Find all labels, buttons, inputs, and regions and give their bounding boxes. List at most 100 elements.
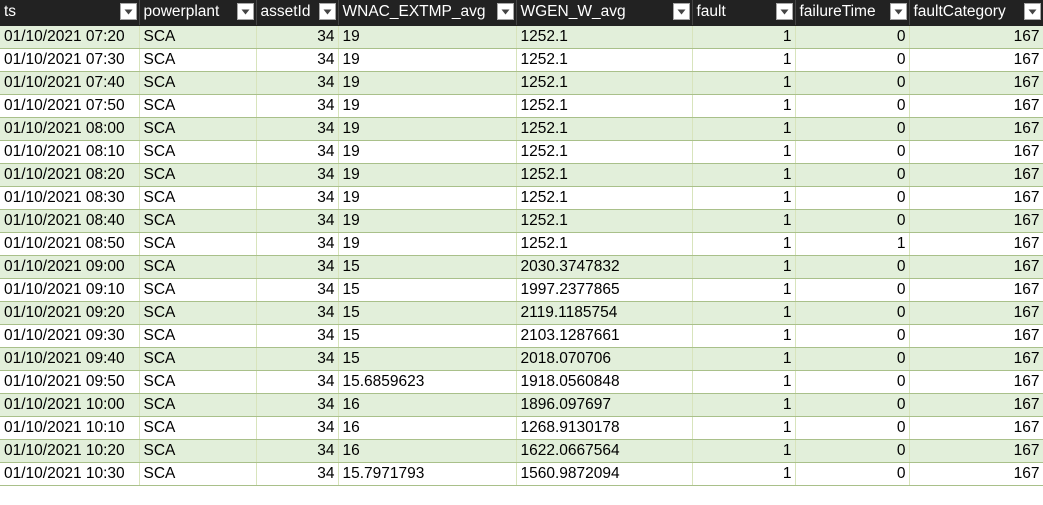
cell-wgen[interactable]: 2030.3747832 xyxy=(516,255,693,279)
cell-assetId[interactable]: 34 xyxy=(256,209,339,233)
cell-powerplant[interactable]: SCA xyxy=(139,439,257,463)
cell-powerplant[interactable]: SCA xyxy=(139,278,257,302)
column-header-wnac[interactable]: WNAC_EXTMP_avg xyxy=(338,0,517,26)
column-header-wgen[interactable]: WGEN_W_avg xyxy=(516,0,693,26)
cell-powerplant[interactable]: SCA xyxy=(139,370,257,394)
cell-wnac[interactable]: 19 xyxy=(338,25,517,49)
cell-wnac[interactable]: 19 xyxy=(338,163,517,187)
column-header-powerplant[interactable]: powerplant xyxy=(139,0,257,26)
cell-faultCategory[interactable]: 167 xyxy=(909,324,1043,348)
cell-ts[interactable]: 01/10/2021 10:20 xyxy=(0,439,140,463)
cell-failureTime[interactable]: 0 xyxy=(795,278,910,302)
cell-ts[interactable]: 01/10/2021 10:10 xyxy=(0,416,140,440)
cell-fault[interactable]: 1 xyxy=(692,71,796,95)
cell-wnac[interactable]: 15 xyxy=(338,301,517,325)
cell-assetId[interactable]: 34 xyxy=(256,393,339,417)
cell-wnac[interactable]: 19 xyxy=(338,94,517,118)
cell-wgen[interactable]: 1252.1 xyxy=(516,94,693,118)
cell-faultCategory[interactable]: 167 xyxy=(909,140,1043,164)
cell-ts[interactable]: 01/10/2021 09:40 xyxy=(0,347,140,371)
cell-fault[interactable]: 1 xyxy=(692,462,796,486)
column-header-assetId[interactable]: assetId xyxy=(256,0,339,26)
cell-wgen[interactable]: 1997.2377865 xyxy=(516,278,693,302)
table-row[interactable]: 01/10/2021 10:30 SCA 34 15.7971793 1560.9872… xyxy=(0,462,1043,486)
cell-assetId[interactable]: 34 xyxy=(256,48,339,72)
cell-powerplant[interactable]: SCA xyxy=(139,25,257,49)
filter-dropdown-button[interactable] xyxy=(496,3,514,20)
cell-wgen[interactable]: 1268.9130178 xyxy=(516,416,693,440)
cell-powerplant[interactable]: SCA xyxy=(139,324,257,348)
cell-powerplant[interactable]: SCA xyxy=(139,347,257,371)
cell-wnac[interactable]: 15 xyxy=(338,347,517,371)
cell-powerplant[interactable]: SCA xyxy=(139,255,257,279)
cell-failureTime[interactable]: 0 xyxy=(795,255,910,279)
cell-ts[interactable]: 01/10/2021 09:10 xyxy=(0,278,140,302)
cell-powerplant[interactable]: SCA xyxy=(139,393,257,417)
cell-faultCategory[interactable]: 167 xyxy=(909,71,1043,95)
cell-powerplant[interactable]: SCA xyxy=(139,71,257,95)
cell-failureTime[interactable]: 0 xyxy=(795,94,910,118)
table-row[interactable]: 01/10/2021 09:10 SCA 34 15 1997.2377865 1 0 167 xyxy=(0,278,1043,302)
cell-wgen[interactable]: 1918.0560848 xyxy=(516,370,693,394)
cell-wnac[interactable]: 19 xyxy=(338,232,517,256)
filter-dropdown-button[interactable] xyxy=(119,3,137,20)
cell-ts[interactable]: 01/10/2021 07:40 xyxy=(0,71,140,95)
cell-assetId[interactable]: 34 xyxy=(256,324,339,348)
cell-assetId[interactable]: 34 xyxy=(256,117,339,141)
cell-ts[interactable]: 01/10/2021 07:30 xyxy=(0,48,140,72)
cell-faultCategory[interactable]: 167 xyxy=(909,163,1043,187)
cell-assetId[interactable]: 34 xyxy=(256,71,339,95)
column-header-faultCategory[interactable]: faultCategory xyxy=(909,0,1043,26)
cell-assetId[interactable]: 34 xyxy=(256,186,339,210)
cell-ts[interactable]: 01/10/2021 08:20 xyxy=(0,163,140,187)
cell-wgen[interactable]: 2103.1287661 xyxy=(516,324,693,348)
cell-wgen[interactable]: 2018.070706 xyxy=(516,347,693,371)
cell-wgen[interactable]: 1252.1 xyxy=(516,71,693,95)
cell-ts[interactable]: 01/10/2021 07:20 xyxy=(0,25,140,49)
cell-fault[interactable]: 1 xyxy=(692,416,796,440)
cell-faultCategory[interactable]: 167 xyxy=(909,94,1043,118)
cell-fault[interactable]: 1 xyxy=(692,393,796,417)
cell-assetId[interactable]: 34 xyxy=(256,140,339,164)
cell-faultCategory[interactable]: 167 xyxy=(909,347,1043,371)
cell-faultCategory[interactable]: 167 xyxy=(909,278,1043,302)
cell-faultCategory[interactable]: 167 xyxy=(909,186,1043,210)
cell-wgen[interactable]: 1560.9872094 xyxy=(516,462,693,486)
table-row[interactable]: 01/10/2021 10:20 SCA 34 16 1622.0667564 1 0 167 xyxy=(0,439,1043,463)
filter-dropdown-button[interactable] xyxy=(672,3,690,20)
cell-assetId[interactable]: 34 xyxy=(256,347,339,371)
cell-fault[interactable]: 1 xyxy=(692,140,796,164)
cell-wgen[interactable]: 1252.1 xyxy=(516,186,693,210)
table-row[interactable]: 01/10/2021 08:10 SCA 34 19 1252.1 1 0 167 xyxy=(0,140,1043,164)
cell-powerplant[interactable]: SCA xyxy=(139,186,257,210)
cell-failureTime[interactable]: 0 xyxy=(795,416,910,440)
table-row[interactable]: 01/10/2021 09:00 SCA 34 15 2030.3747832 1 0 167 xyxy=(0,255,1043,279)
cell-assetId[interactable]: 34 xyxy=(256,255,339,279)
cell-faultCategory[interactable]: 167 xyxy=(909,232,1043,256)
filter-dropdown-button[interactable] xyxy=(1023,3,1041,20)
cell-fault[interactable]: 1 xyxy=(692,94,796,118)
cell-ts[interactable]: 01/10/2021 10:30 xyxy=(0,462,140,486)
cell-powerplant[interactable]: SCA xyxy=(139,163,257,187)
cell-wgen[interactable]: 1252.1 xyxy=(516,163,693,187)
cell-powerplant[interactable]: SCA xyxy=(139,94,257,118)
table-row[interactable]: 01/10/2021 08:50 SCA 34 19 1252.1 1 1 167 xyxy=(0,232,1043,256)
table-row[interactable]: 01/10/2021 09:50 SCA 34 15.6859623 1918.0560… xyxy=(0,370,1043,394)
cell-fault[interactable]: 1 xyxy=(692,347,796,371)
cell-faultCategory[interactable]: 167 xyxy=(909,393,1043,417)
column-header-failureTime[interactable]: failureTime xyxy=(795,0,910,26)
cell-wnac[interactable]: 15.7971793 xyxy=(338,462,517,486)
column-header-fault[interactable]: fault xyxy=(692,0,796,26)
cell-wgen[interactable]: 1252.1 xyxy=(516,140,693,164)
cell-faultCategory[interactable]: 167 xyxy=(909,117,1043,141)
cell-fault[interactable]: 1 xyxy=(692,370,796,394)
table-row[interactable]: 01/10/2021 10:10 SCA 34 16 1268.9130178 1 0 167 xyxy=(0,416,1043,440)
cell-wnac[interactable]: 16 xyxy=(338,439,517,463)
cell-ts[interactable]: 01/10/2021 08:30 xyxy=(0,186,140,210)
cell-fault[interactable]: 1 xyxy=(692,163,796,187)
cell-fault[interactable]: 1 xyxy=(692,301,796,325)
cell-assetId[interactable]: 34 xyxy=(256,25,339,49)
cell-failureTime[interactable]: 0 xyxy=(795,324,910,348)
table-row[interactable]: 01/10/2021 07:20 SCA 34 19 1252.1 1 0 167 xyxy=(0,25,1043,49)
cell-fault[interactable]: 1 xyxy=(692,209,796,233)
